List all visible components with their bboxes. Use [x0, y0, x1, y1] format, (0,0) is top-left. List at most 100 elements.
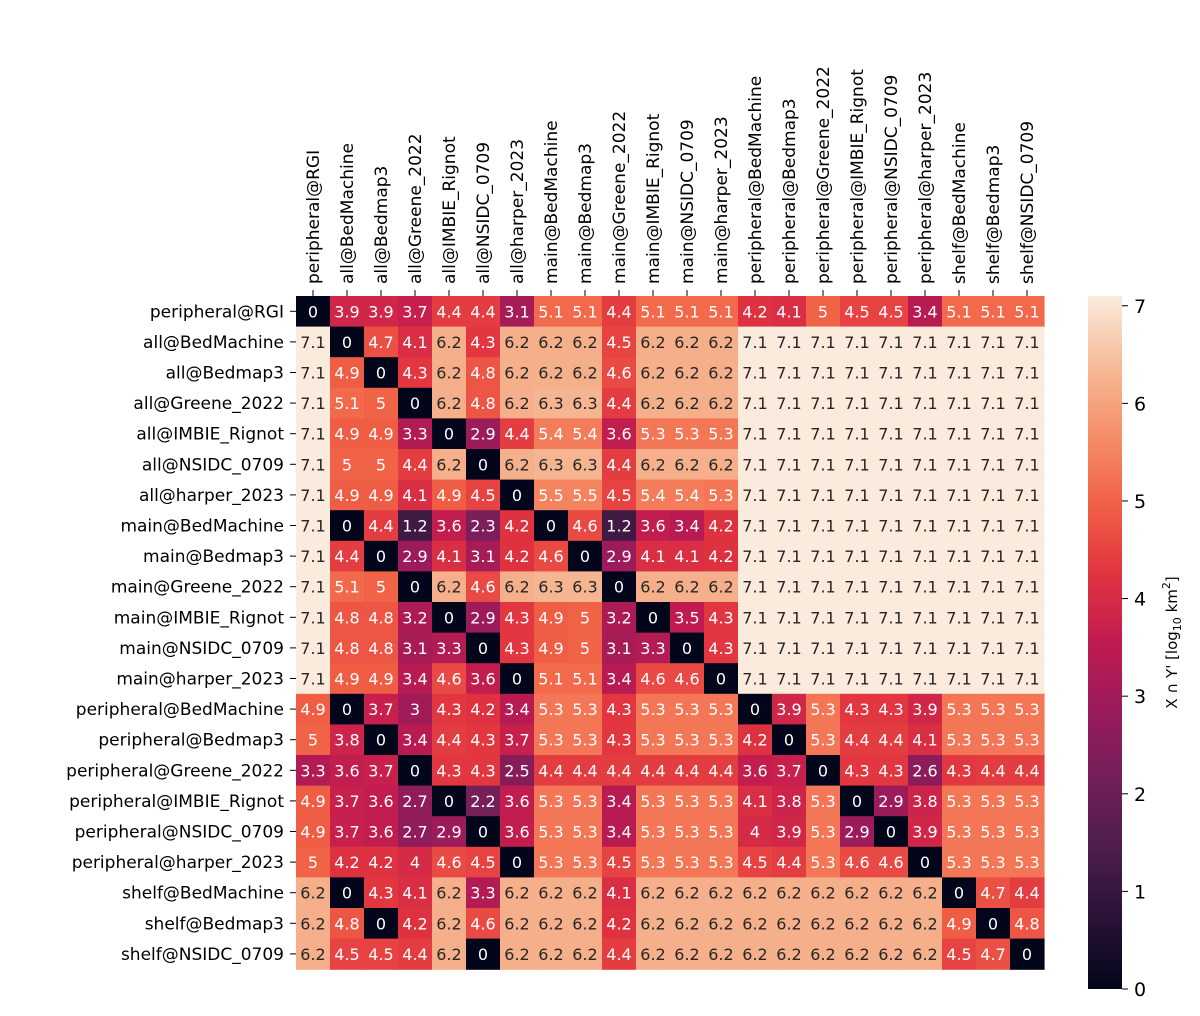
heatmap-cell	[738, 296, 773, 328]
cell-value-label: 5.3	[538, 731, 563, 750]
heatmap-cell	[942, 877, 977, 909]
heatmap-cell	[976, 632, 1011, 664]
heatmap-cell	[466, 755, 501, 787]
heatmap-cell	[976, 816, 1011, 848]
cell-value-label: 4.4	[606, 455, 631, 474]
heatmap-cell	[670, 418, 705, 450]
cell-value-label: 4.2	[742, 731, 767, 750]
cell-value-label: 5.3	[708, 853, 733, 872]
cell-value-label: 7.1	[946, 455, 971, 474]
heatmap-cell	[976, 785, 1011, 817]
cell-value-label: 4.9	[334, 670, 359, 689]
row-label: peripheral@RGI	[150, 302, 284, 322]
heatmap-cell	[908, 357, 943, 389]
cell-value-label: 3.6	[334, 761, 359, 780]
heatmap-cell	[466, 938, 501, 970]
heatmap-cell	[806, 510, 841, 542]
heatmap-cell	[636, 663, 671, 695]
cell-value-label: 0	[750, 700, 760, 719]
heatmap-cell	[568, 510, 603, 542]
heatmap-cell	[466, 693, 501, 725]
cell-value-label: 7.1	[742, 639, 767, 658]
cell-value-label: 6.2	[538, 914, 563, 933]
heatmap-cell	[1010, 724, 1045, 756]
heatmap-cell	[534, 387, 569, 419]
heatmap-cell	[500, 693, 535, 725]
row-label: main@IMBIE_Rignot	[114, 608, 285, 628]
heatmap-cell	[942, 510, 977, 542]
heatmap-cell	[976, 693, 1011, 725]
heatmap-cell	[874, 479, 909, 511]
row-label: main@NSIDC_0709	[119, 639, 284, 659]
heatmap-cell	[330, 785, 365, 817]
heatmap-cell	[602, 938, 637, 970]
cell-value-label: 7.1	[300, 425, 325, 444]
heatmap-cell	[976, 938, 1011, 970]
cell-value-label: 6.2	[436, 455, 461, 474]
cell-value-label: 6.2	[436, 394, 461, 413]
heatmap-cell	[942, 602, 977, 634]
cell-value-label: 3.6	[436, 517, 461, 536]
cell-value-label: 7.1	[844, 394, 869, 413]
cell-value-label: 5.1	[640, 302, 665, 321]
heatmap-cell	[704, 663, 739, 695]
cell-value-label: 4.4	[606, 761, 631, 780]
cell-value-label: 4.4	[334, 547, 359, 566]
cell-value-label: 3.9	[368, 302, 393, 321]
heatmap-cell	[364, 693, 399, 725]
cell-value-label: 6.2	[674, 364, 699, 383]
heatmap-cell	[398, 571, 433, 603]
heatmap-cell	[432, 479, 467, 511]
cell-value-label: 5.5	[572, 486, 597, 505]
heatmap-cell	[670, 510, 705, 542]
heatmap-cell	[636, 296, 671, 328]
heatmap-cell	[908, 510, 943, 542]
heatmap-cell	[432, 755, 467, 787]
heatmap-cell	[738, 387, 773, 419]
heatmap-cell	[942, 449, 977, 481]
heatmap-cell	[466, 663, 501, 695]
column-label: shelf@NSIDC_0709	[1018, 121, 1038, 284]
cell-value-label: 4.6	[538, 547, 563, 566]
cell-value-label: 7.1	[776, 394, 801, 413]
heatmap-cell	[330, 479, 365, 511]
heatmap-cell	[772, 816, 807, 848]
cell-value-label: 4.4	[674, 761, 699, 780]
heatmap-cell	[466, 816, 501, 848]
heatmap-cell	[568, 449, 603, 481]
cell-value-label: 5.3	[1014, 823, 1039, 842]
heatmap-cell	[874, 296, 909, 328]
heatmap-cell	[602, 540, 637, 572]
cell-value-label: 5.1	[1014, 302, 1039, 321]
cell-value-label: 5.1	[572, 670, 597, 689]
heatmap-cell	[840, 785, 875, 817]
column-label: all@harper_2023	[508, 139, 528, 284]
heatmap-cell	[670, 724, 705, 756]
cell-value-label: 5.3	[810, 853, 835, 872]
heatmap-cell	[534, 540, 569, 572]
cell-value-label: 7.1	[742, 364, 767, 383]
cell-value-label: 7.1	[878, 547, 903, 566]
cell-value-label: 7.1	[912, 547, 937, 566]
heatmap-cell	[432, 602, 467, 634]
cell-value-label: 7.1	[912, 578, 937, 597]
heatmap-cell	[330, 755, 365, 787]
row-label: shelf@NSIDC_0709	[121, 945, 284, 965]
cell-value-label: 6.2	[674, 914, 699, 933]
cell-value-label: 7.1	[300, 608, 325, 627]
heatmap-cell	[636, 632, 671, 664]
heatmap-cell	[670, 693, 705, 725]
heatmap-cell	[398, 632, 433, 664]
heatmap-cell	[806, 938, 841, 970]
heatmap-cell	[330, 449, 365, 481]
cell-value-label: 0	[444, 608, 454, 627]
cell-value-label: 6.2	[436, 333, 461, 352]
heatmap-cell	[568, 357, 603, 389]
cell-value-label: 5	[376, 394, 386, 413]
cell-value-label: 4.9	[368, 670, 393, 689]
heatmap-cell	[602, 449, 637, 481]
heatmap-cell	[466, 571, 501, 603]
colorbar-label: X ∩ Y' [log10 km2]	[1160, 576, 1184, 709]
heatmap-cell	[1010, 418, 1045, 450]
heatmap-cell	[840, 540, 875, 572]
